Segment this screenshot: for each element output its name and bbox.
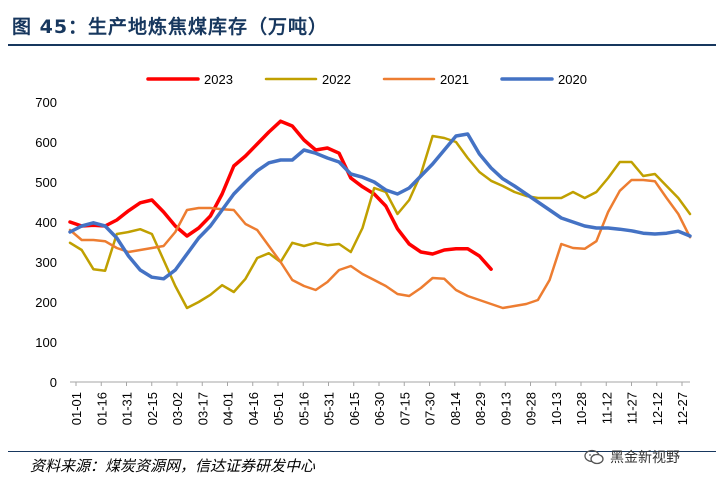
legend-label-2023: 2023 bbox=[204, 72, 233, 87]
x-tick-label: 06-15 bbox=[347, 392, 362, 425]
x-axis: 01-01 01-16 01-31 02-15 03-02 03-17 04-01 04-16… bbox=[69, 381, 690, 425]
watermark-text: 黑金新视野 bbox=[610, 450, 680, 466]
y-tick-label: 700 bbox=[35, 95, 57, 110]
y-tick-label: 100 bbox=[35, 335, 57, 350]
x-tick-label: 01-31 bbox=[120, 392, 135, 425]
y-tick-label: 300 bbox=[35, 255, 57, 270]
x-tick-label: 10-28 bbox=[574, 392, 589, 425]
x-tick-label: 01-16 bbox=[94, 392, 109, 425]
x-tick-label: 01-01 bbox=[69, 392, 84, 425]
plot-area bbox=[68, 119, 692, 310]
x-tick-label: 09-28 bbox=[524, 392, 539, 425]
x-tick-label: 05-01 bbox=[271, 392, 286, 425]
series-line-2021 bbox=[68, 178, 692, 310]
series-line-2020 bbox=[68, 132, 692, 281]
watermark: 黑金新视野 bbox=[584, 445, 680, 469]
x-tick-label: 04-01 bbox=[221, 392, 236, 425]
y-tick-label: 200 bbox=[35, 295, 57, 310]
y-axis: 0 100 200 300 400 500 600 700 bbox=[35, 95, 57, 390]
figure-title: 图 45：生产地炼焦煤库存（万吨） bbox=[12, 16, 329, 38]
x-tick-label: 07-15 bbox=[397, 392, 412, 425]
x-tick-label: 08-29 bbox=[473, 392, 488, 425]
legend-label-2020: 2020 bbox=[558, 72, 587, 87]
x-tick-label: 08-14 bbox=[448, 392, 463, 425]
x-tick-label: 10-13 bbox=[549, 392, 564, 425]
y-tick-label: 600 bbox=[35, 135, 57, 150]
source-divider bbox=[8, 451, 716, 452]
x-tick-label: 11-12 bbox=[599, 392, 614, 424]
x-tick-label: 09-13 bbox=[498, 392, 513, 425]
source-note: 资料来源：煤炭资源网，信达证券研发中心 bbox=[30, 457, 316, 475]
y-tick-label: 500 bbox=[35, 175, 57, 190]
x-tick-label: 03-02 bbox=[170, 392, 185, 425]
line-chart: 2023 2022 2021 2020 0100200300400500600700 … bbox=[35, 72, 692, 425]
wechat-icon bbox=[584, 449, 604, 465]
x-tick-label: 12-27 bbox=[675, 392, 690, 425]
x-tick-label: 02-15 bbox=[145, 392, 160, 425]
x-tick-label: 05-31 bbox=[322, 392, 337, 425]
x-tick-label: 05-16 bbox=[296, 392, 311, 425]
x-tick-label: 03-17 bbox=[195, 392, 210, 425]
y-tick-label: 400 bbox=[35, 215, 57, 230]
legend-label-2022: 2022 bbox=[322, 72, 351, 87]
x-tick-label: 11-27 bbox=[625, 392, 640, 424]
x-tick-label: 04-16 bbox=[246, 392, 261, 425]
x-tick-label: 12-12 bbox=[650, 392, 665, 425]
y-tick-label: 0 bbox=[50, 375, 57, 390]
series-line-2023 bbox=[68, 119, 493, 271]
title-divider bbox=[8, 44, 716, 46]
x-tick-label: 07-30 bbox=[423, 392, 438, 425]
legend-label-2021: 2021 bbox=[440, 72, 469, 87]
x-tick-label: 06-30 bbox=[372, 392, 387, 425]
series-line-2022 bbox=[68, 134, 692, 310]
chart-legend: 2023 2022 2021 2020 bbox=[146, 72, 587, 87]
